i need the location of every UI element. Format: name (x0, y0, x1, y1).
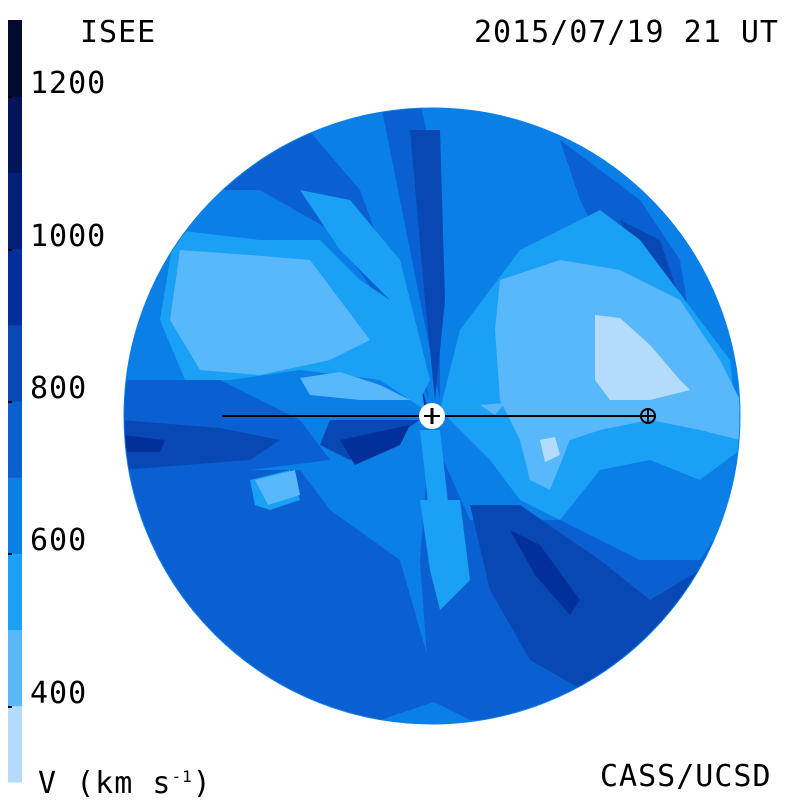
colorbar-band (8, 324, 22, 402)
unit-label-close: ) (192, 766, 212, 800)
unit-label-text: V (km s (38, 766, 172, 800)
velocity-region (124, 420, 280, 470)
colorbar-tick-mark (8, 248, 12, 251)
velocity-region (340, 425, 410, 465)
velocity-region (420, 430, 450, 600)
velocity-region (480, 403, 505, 415)
colorbar-band (8, 629, 22, 707)
colorbar-tick-label: 600 (30, 523, 88, 559)
velocity-region (410, 130, 445, 400)
unit-exponent: -1 (171, 767, 193, 786)
velocity-region (300, 372, 410, 400)
velocity-region (510, 530, 580, 615)
velocity-region (255, 470, 300, 505)
velocity-region (300, 190, 430, 400)
colorbar-band (8, 401, 22, 478)
earth-marker (640, 408, 656, 424)
colorbar-tick-mark (8, 401, 12, 403)
colorbar-tick-mark (8, 96, 12, 99)
credit-label: CASS/UCSD (600, 759, 772, 794)
colorbar-band (8, 477, 22, 554)
unit-label: V (km s-1) (38, 762, 212, 799)
colorbar-tick-label: 400 (30, 675, 88, 711)
colorbar-tick-label: 800 (30, 371, 88, 406)
velocity-region (124, 435, 165, 452)
disk-outline (123, 107, 741, 725)
colorbar-band (8, 96, 22, 173)
colorbar-tick-label: 1200 (30, 66, 107, 102)
velocity-region (200, 120, 430, 400)
datetime-label: 2015/07/19 21 UT (474, 15, 779, 50)
velocity-region (170, 250, 370, 375)
colorbar-band (8, 553, 22, 631)
colorbar-tick-label: 1000 (30, 218, 107, 254)
velocity-region (595, 315, 690, 400)
colorbar-tick-mark (8, 553, 12, 556)
colorbar-band (8, 20, 22, 97)
colorbar-band (8, 248, 22, 326)
source-label: ISEE (80, 15, 157, 50)
velocity-colorbar (8, 20, 22, 783)
colorbar-band (8, 705, 22, 783)
velocity-region (540, 437, 560, 462)
velocity-region (124, 470, 440, 720)
colorbar-tick-mark (8, 705, 12, 708)
sun-marker (419, 403, 445, 429)
colorbar-band (8, 172, 22, 250)
